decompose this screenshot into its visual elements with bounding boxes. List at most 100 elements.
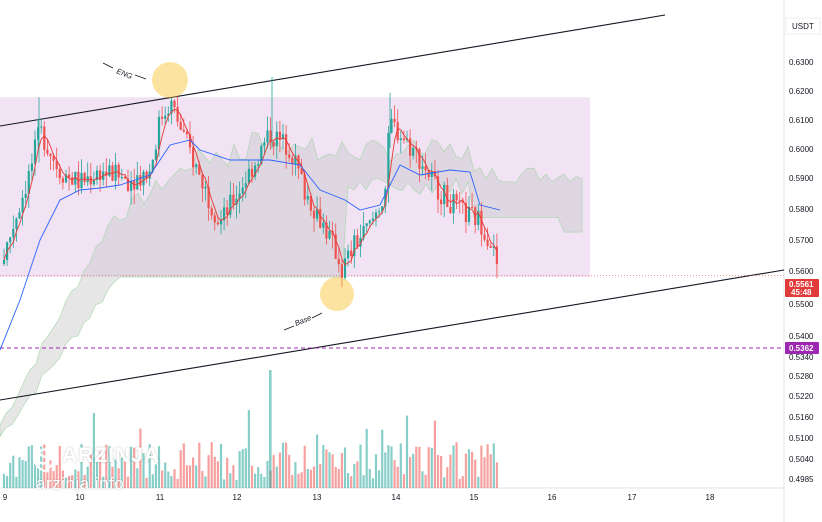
candle-body bbox=[340, 264, 343, 278]
volume-bar bbox=[71, 475, 74, 488]
candle-body bbox=[319, 208, 322, 228]
volume-bar bbox=[303, 445, 306, 488]
candle-body bbox=[185, 131, 188, 135]
support-price-tag bbox=[785, 342, 819, 354]
volume-bar bbox=[83, 474, 86, 488]
volume-bar bbox=[6, 475, 9, 488]
volume-bar bbox=[440, 455, 443, 488]
candle-body bbox=[80, 172, 83, 189]
candle-countdown: 45:48 bbox=[791, 288, 812, 297]
candle-body bbox=[440, 199, 443, 205]
candle-body bbox=[464, 202, 467, 223]
candle-body bbox=[21, 197, 24, 213]
y-tick-label: 0.6200 bbox=[789, 87, 814, 96]
candle-body bbox=[291, 157, 294, 165]
candle-body bbox=[139, 175, 142, 186]
volume-bar bbox=[294, 462, 297, 488]
candle-body bbox=[365, 223, 368, 226]
candle-body bbox=[402, 138, 405, 140]
volume-bar bbox=[12, 455, 15, 488]
volume-bar bbox=[381, 429, 384, 488]
candle-body bbox=[201, 174, 204, 189]
volume-bar bbox=[374, 454, 378, 488]
volume-bar bbox=[353, 463, 356, 488]
volume-bar bbox=[272, 455, 275, 488]
x-tick-label: 12 bbox=[233, 493, 242, 502]
candle-body bbox=[250, 168, 254, 177]
volume-bar bbox=[232, 465, 235, 488]
volume-bar bbox=[77, 471, 80, 488]
candle-body bbox=[303, 174, 306, 200]
volume-bar bbox=[418, 446, 421, 488]
candle-body bbox=[390, 118, 393, 133]
volume-bar bbox=[263, 477, 266, 488]
candle-body bbox=[359, 238, 362, 247]
volume-bar bbox=[269, 370, 272, 488]
candle-body bbox=[216, 222, 219, 225]
volume-bar bbox=[130, 446, 133, 488]
candle-body bbox=[254, 165, 257, 177]
volume-bar bbox=[427, 447, 430, 488]
volume-bar bbox=[86, 466, 89, 488]
volume-bar bbox=[188, 465, 192, 488]
volume-bar bbox=[154, 464, 157, 488]
candle-body bbox=[275, 131, 278, 147]
eng-highlight-circle bbox=[152, 62, 188, 98]
volume-bar bbox=[114, 459, 117, 488]
candle-body bbox=[192, 147, 195, 168]
candle-body bbox=[40, 126, 43, 128]
x-tick-label: 17 bbox=[628, 493, 637, 502]
candle-body bbox=[328, 230, 331, 239]
volume-bar bbox=[247, 410, 250, 488]
volume-bar bbox=[409, 457, 412, 488]
candle-body bbox=[495, 246, 498, 265]
candle-body bbox=[257, 164, 260, 166]
volume-bar bbox=[387, 445, 390, 488]
candle-body bbox=[350, 250, 353, 257]
volume-bar bbox=[164, 462, 167, 488]
volume-bar bbox=[123, 461, 126, 488]
volume-bar bbox=[266, 460, 269, 488]
volume-bar bbox=[316, 434, 319, 488]
y-tick-label: 0.5600 bbox=[789, 267, 814, 276]
candle-body bbox=[114, 164, 117, 181]
volume-bar bbox=[99, 451, 102, 488]
volume-bar bbox=[443, 477, 446, 488]
volume-bar bbox=[285, 442, 288, 488]
brand-site[interactable]: arzinja.info bbox=[36, 474, 125, 493]
y-tick-label: 0.5700 bbox=[789, 236, 814, 245]
volume-bar bbox=[415, 446, 418, 488]
candle-body bbox=[334, 234, 337, 259]
base-highlight-circle bbox=[320, 277, 354, 311]
volume-bar bbox=[328, 452, 331, 488]
volume-bar bbox=[455, 442, 458, 488]
base-annotation-line bbox=[283, 325, 295, 331]
volume-bar bbox=[37, 465, 40, 488]
volume-bar bbox=[43, 442, 46, 488]
candle-body bbox=[68, 174, 71, 178]
volume-bar bbox=[170, 476, 173, 488]
volume-bar bbox=[105, 444, 108, 488]
y-tick-label: 0.5160 bbox=[789, 413, 814, 422]
candle-body bbox=[384, 188, 387, 207]
eng-annotation-line bbox=[134, 74, 147, 80]
volume-bar bbox=[495, 462, 498, 488]
candle-body bbox=[182, 129, 185, 132]
volume-bar bbox=[176, 478, 179, 488]
candle-body bbox=[18, 212, 21, 219]
candle-body bbox=[2, 260, 6, 264]
volume-bar bbox=[390, 446, 393, 488]
volume-bar bbox=[446, 467, 449, 488]
volume-bar bbox=[384, 452, 387, 488]
volume-bar bbox=[145, 477, 148, 488]
candle-body bbox=[238, 193, 241, 200]
eng-annotation-line bbox=[102, 62, 114, 69]
volume-bar bbox=[216, 461, 219, 488]
candle-body bbox=[33, 139, 37, 164]
volume-bar bbox=[458, 478, 461, 488]
volume-bar bbox=[486, 444, 489, 488]
candle-body bbox=[176, 106, 179, 122]
candle-body bbox=[86, 176, 89, 183]
